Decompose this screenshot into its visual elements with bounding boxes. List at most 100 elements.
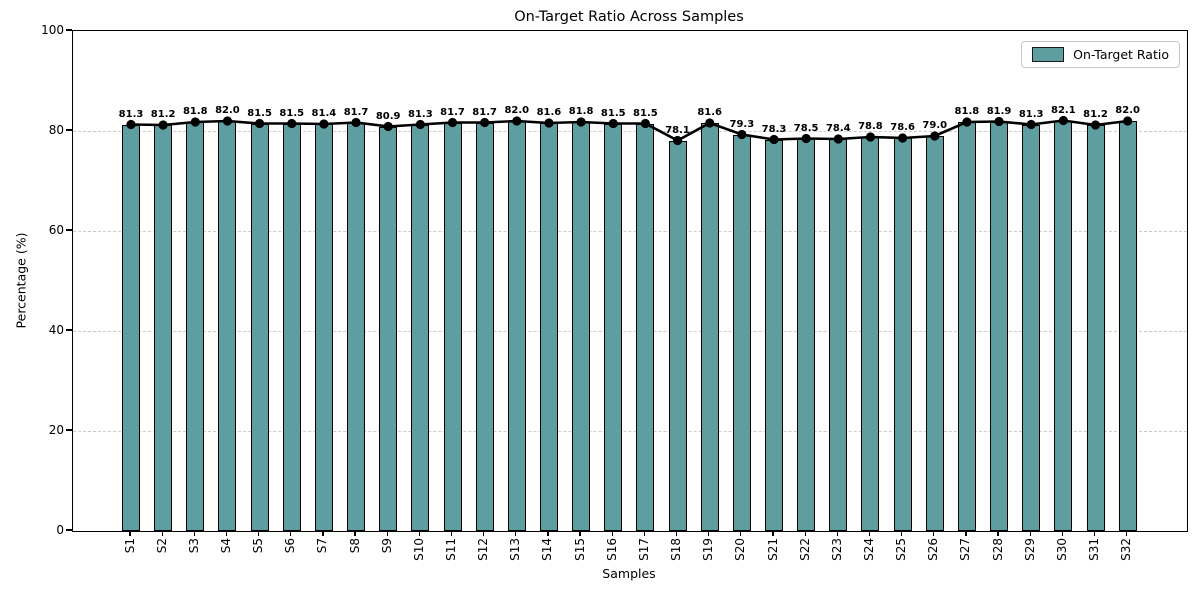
x-tick-label: S32 (1119, 538, 1134, 561)
bar (668, 140, 687, 531)
x-tick-label: S24 (861, 538, 876, 561)
x-tick-label: S5 (251, 538, 266, 554)
bar (411, 124, 430, 531)
x-tick-label: S25 (894, 538, 909, 561)
value-label: 81.7 (343, 106, 369, 118)
y-tick-mark (66, 529, 72, 531)
x-tick-label: S20 (733, 538, 748, 561)
bar (765, 139, 783, 531)
bar (443, 122, 462, 531)
x-tick-mark (900, 531, 903, 536)
x-tick-mark (1126, 531, 1128, 536)
x-tick-label: S19 (701, 538, 716, 561)
bar (925, 136, 944, 531)
y-tick-label: 0 (56, 523, 64, 537)
x-tick-mark (129, 531, 131, 536)
y-tick-label: 100 (41, 23, 64, 37)
value-label: 81.2 (1083, 109, 1108, 120)
y-axis-label: Percentage (%) (13, 232, 29, 328)
y-tick-mark (66, 329, 72, 331)
bar (186, 122, 205, 531)
y-tick-label: 60 (48, 223, 64, 237)
bar (957, 122, 976, 531)
value-label: 81.3 (408, 108, 433, 120)
y-tick-label: 80 (48, 123, 64, 137)
x-tick-label: S2 (154, 538, 169, 554)
legend-label: On-Target Ratio (1073, 47, 1169, 62)
x-tick-mark (225, 531, 228, 536)
x-tick-label: S16 (604, 538, 619, 561)
x-tick-label: S21 (765, 538, 780, 561)
value-label: 81.8 (954, 106, 980, 117)
y-tick-mark (66, 429, 72, 431)
bar (539, 123, 558, 531)
x-tick-mark (1029, 531, 1031, 536)
x-tick-label: S15 (572, 538, 587, 561)
x-tick-label: S9 (379, 538, 394, 554)
x-tick-mark (868, 531, 871, 536)
x-tick-mark (1093, 531, 1096, 536)
x-tick-mark (193, 531, 195, 536)
x-tick-mark (933, 531, 935, 536)
x-tick-mark (579, 531, 581, 536)
bar (572, 122, 591, 531)
value-label: 81.4 (311, 108, 337, 119)
legend-swatch-icon (1032, 47, 1065, 62)
bar (282, 123, 301, 531)
y-tick-label: 40 (48, 323, 64, 337)
y-tick-mark (66, 29, 72, 31)
x-tick-label: S1 (122, 538, 137, 554)
value-label: 81.6 (697, 107, 723, 118)
y-tick-label: 20 (48, 423, 64, 437)
x-tick-mark (772, 531, 774, 536)
value-label: 79.0 (922, 120, 948, 131)
x-tick-mark (836, 531, 838, 536)
x-tick-mark (257, 531, 260, 536)
value-label: 81.5 (600, 107, 626, 119)
bar (507, 121, 526, 531)
bar (218, 121, 237, 531)
x-tick-label: S27 (958, 538, 973, 561)
x-tick-mark (1061, 531, 1063, 536)
bar (700, 123, 719, 531)
bar (990, 121, 1009, 531)
value-label: 81.5 (247, 107, 272, 119)
value-label: 81.8 (568, 106, 594, 117)
value-label: 81.5 (633, 107, 658, 119)
y-tick-mark (66, 129, 72, 131)
gridline (73, 231, 1187, 232)
bar (829, 139, 848, 531)
x-tick-mark (547, 531, 549, 536)
value-label: 82.0 (1115, 105, 1140, 116)
x-tick-label: S18 (669, 538, 684, 561)
x-tick-mark (997, 531, 999, 536)
bar (1086, 125, 1105, 531)
x-tick-label: S7 (315, 538, 330, 554)
legend: On-Target Ratio (1021, 41, 1180, 68)
y-axis-label-wrap: Percentage (%) (0, 30, 42, 530)
x-tick-mark (450, 531, 453, 536)
bar (732, 134, 751, 531)
x-tick-label: S11 (444, 538, 458, 561)
bar (122, 124, 140, 531)
bar (314, 124, 333, 531)
value-label: 81.9 (986, 105, 1012, 117)
x-tick-label: S4 (218, 538, 233, 554)
value-label: 81.3 (1018, 108, 1044, 120)
plot-area: On-Target Ratio 81.3 81.2 81.8 82.0 81.5 81.5… (72, 30, 1188, 532)
x-tick-mark (643, 531, 646, 536)
x-tick-label: S13 (508, 538, 523, 561)
value-label: 81.7 (472, 106, 497, 118)
bar (475, 122, 494, 531)
x-tick-label: S22 (797, 538, 812, 561)
y-tick-mark (66, 229, 72, 231)
x-axis-label: Samples (602, 566, 656, 581)
x-tick-label: S28 (990, 538, 1005, 561)
value-label: 81.3 (118, 108, 144, 120)
x-tick-mark (161, 531, 163, 536)
bar (1054, 120, 1073, 531)
bar (797, 138, 816, 531)
bar (154, 125, 173, 531)
bar (893, 138, 912, 531)
